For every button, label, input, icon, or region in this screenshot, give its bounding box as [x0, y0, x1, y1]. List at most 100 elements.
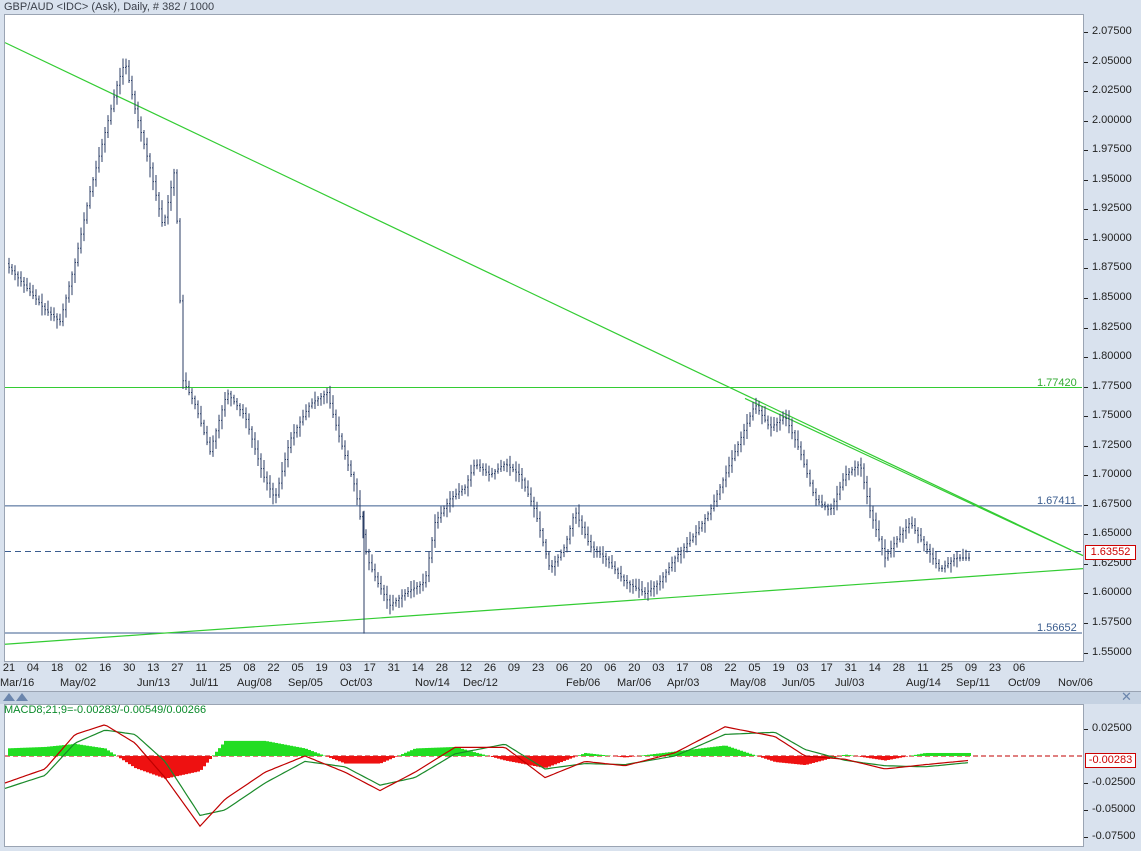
time-tick-label: 11	[195, 662, 208, 674]
macd-histogram-bar	[425, 748, 428, 756]
macd-histogram-bar	[335, 756, 338, 761]
macd-histogram-bar	[572, 756, 575, 758]
time-tick-label: 23	[988, 662, 1002, 674]
price-tick	[1084, 297, 1088, 299]
macd-histogram-bar	[791, 756, 794, 764]
macd-histogram-bar	[383, 756, 386, 762]
macd-histogram-bar	[125, 756, 128, 763]
macd-histogram-bar	[590, 753, 593, 756]
price-tick	[1084, 386, 1088, 388]
time-tick-label: 31	[387, 662, 400, 674]
macd-histogram-bar	[716, 746, 719, 756]
time-tick-label: 25	[940, 662, 954, 674]
panel-separator[interactable]	[0, 691, 1141, 704]
time-tick-label: 22	[267, 662, 280, 674]
macd-histogram-bar	[626, 756, 629, 758]
macd-histogram-bar	[11, 748, 14, 756]
macd-panel[interactable]	[4, 704, 1084, 847]
time-tick-label: 04	[26, 662, 40, 674]
macd-histogram-bar	[884, 756, 887, 761]
price-chart-panel[interactable]	[4, 14, 1084, 662]
collapse-up-icon[interactable]	[3, 693, 15, 701]
month-label: Aug/08	[237, 677, 272, 689]
macd-histogram-bar	[893, 756, 896, 759]
macd-histogram-bar	[347, 756, 350, 764]
macd-histogram-bar	[410, 750, 413, 756]
price-tick	[1084, 91, 1088, 93]
macd-histogram-bar	[26, 747, 29, 756]
month-label: Sep/11	[956, 677, 991, 689]
macd-histogram-bar	[767, 756, 770, 760]
macd-histogram-bar	[656, 753, 659, 756]
macd-histogram-bar	[338, 756, 341, 762]
macd-histogram-bar	[464, 749, 467, 756]
macd-histogram-bar	[647, 754, 650, 756]
macd-histogram-bar	[263, 740, 266, 756]
macd-histogram-bar	[587, 753, 590, 756]
price-tick	[1084, 32, 1088, 33]
time-tick-label: 09	[964, 662, 978, 674]
macd-histogram-bar	[950, 752, 953, 756]
macd-histogram-bar	[815, 756, 818, 763]
macd-histogram-bar	[41, 747, 44, 756]
macd-histogram-bar	[938, 752, 941, 756]
macd-histogram-bar	[179, 756, 182, 776]
macd-histogram-bar	[38, 747, 41, 756]
macd-histogram-bar	[20, 747, 23, 756]
macd-histogram-bar	[350, 756, 353, 764]
macd-histogram-bar	[467, 750, 470, 756]
close-icon[interactable]: ✕	[1121, 689, 1132, 704]
macd-histogram-bar	[629, 756, 632, 757]
macd-histogram-bar	[539, 756, 542, 768]
macd-histogram-bar	[14, 748, 17, 756]
macd-histogram-bar	[914, 754, 917, 756]
macd-histogram-bar	[866, 756, 869, 758]
macd-histogram-bar	[920, 753, 923, 756]
macd-histogram-bar	[818, 756, 821, 762]
month-label: Nov/14	[415, 677, 450, 689]
macd-histogram-bar	[554, 756, 557, 765]
macd-histogram-bar	[284, 744, 287, 756]
macd-histogram-bar	[17, 747, 20, 756]
macd-histogram-bar	[941, 752, 944, 756]
macd-histogram-bar	[701, 748, 704, 756]
macd-histogram-bar	[548, 756, 551, 767]
macd-histogram-bar	[653, 754, 656, 756]
macd-histogram-bar	[164, 756, 167, 779]
macd-histogram-bar	[968, 752, 971, 756]
macd-histogram-bar	[23, 747, 26, 756]
macd-tick-label: -0.05000	[1092, 803, 1136, 815]
macd-histogram-bar	[800, 756, 803, 765]
time-tick-label: 27	[171, 662, 184, 674]
time-tick-label: 19	[772, 662, 785, 674]
time-tick-label: 08	[243, 662, 256, 674]
trendline-upper	[4, 42, 1084, 557]
macd-histogram-bar	[803, 756, 806, 765]
macd-histogram-bar	[266, 741, 269, 756]
time-tick-label: 03	[796, 662, 809, 674]
time-tick-label: 05	[291, 662, 304, 674]
macd-histogram-bar	[395, 756, 398, 757]
macd-histogram-bar	[533, 756, 536, 767]
price-tick	[1084, 61, 1088, 63]
price-tick-label: 1.87500	[1092, 261, 1132, 274]
macd-histogram-bar	[686, 750, 689, 756]
last-price-badge: 1.63552	[1085, 545, 1136, 560]
price-tick-label: 1.77500	[1092, 379, 1132, 392]
macd-histogram-bar	[695, 748, 698, 756]
macd-histogram-bar	[956, 752, 959, 756]
macd-histogram-bar	[776, 756, 779, 763]
macd-histogram-bar	[650, 754, 653, 756]
macd-histogram-bar	[140, 756, 143, 771]
price-tick-label: 1.75000	[1092, 409, 1132, 422]
macd-histogram-bar	[722, 745, 725, 756]
macd-histogram-bar	[143, 756, 146, 772]
expand-up-icon[interactable]	[16, 693, 28, 701]
macd-tick-label: 0.02500	[1092, 722, 1132, 734]
level-label-support: 1.56652	[1037, 622, 1077, 634]
time-tick-label: 20	[580, 662, 593, 674]
macd-histogram-bar	[566, 756, 569, 760]
month-label: Oct/03	[340, 677, 373, 689]
macd-histogram-bar	[131, 756, 134, 767]
macd-histogram-bar	[149, 756, 152, 774]
